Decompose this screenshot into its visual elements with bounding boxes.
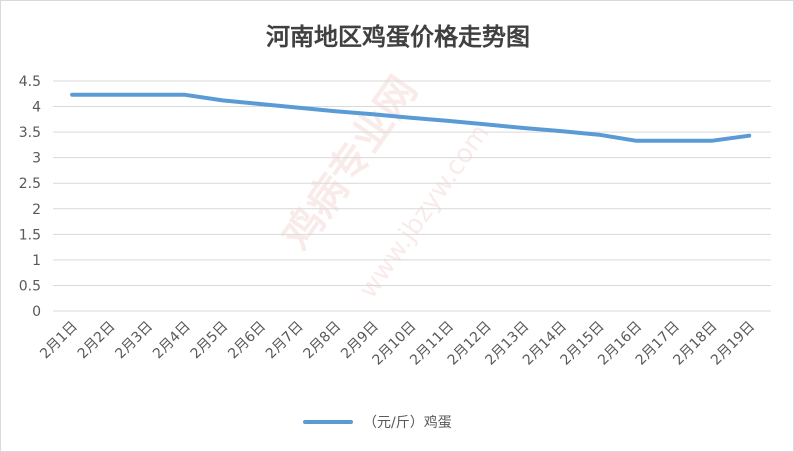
x-axis: 2月1日2月2日2月3日2月4日2月5日2月6日2月7日2月8日2月9日2月10… [37,319,758,369]
y-tick-label: 1 [32,253,41,269]
y-tick-label: 1.5 [19,227,41,243]
x-tick-label: 2月6日 [225,319,269,363]
legend: （元/斤）鸡蛋 [303,414,452,431]
x-tick-label: 2月1日 [37,319,81,363]
y-tick-label: 0 [32,304,41,320]
series-line [70,92,752,143]
x-tick-label: 2月2日 [75,319,119,363]
y-tick-label: 4 [32,100,41,116]
x-tick-label: 2月3日 [112,319,156,363]
series-layer [70,92,752,143]
watermark: 鸡病专业网 www.jbzyw.com [274,68,495,304]
y-tick-label: 2 [32,202,41,218]
x-tick-label: 2月8日 [301,319,345,363]
x-tick-label: 2月5日 [188,319,232,363]
chart-title: 河南地区鸡蛋价格走势图 [266,23,530,51]
y-tick-label: 3 [32,151,41,167]
y-tick-label: 2.5 [19,176,41,192]
x-tick-label: 2月4日 [150,319,194,363]
x-tick-label: 2月7日 [263,319,307,363]
y-axis: 0 0.5 1 1.5 2 2.5 3 3.5 4 4.5 [19,74,41,320]
y-tick-label: 4.5 [19,74,41,90]
legend-label: （元/斤）鸡蛋 [363,414,452,431]
y-tick-label: 0.5 [19,278,41,294]
y-tick-label: 3.5 [19,125,41,141]
grid [53,80,771,312]
